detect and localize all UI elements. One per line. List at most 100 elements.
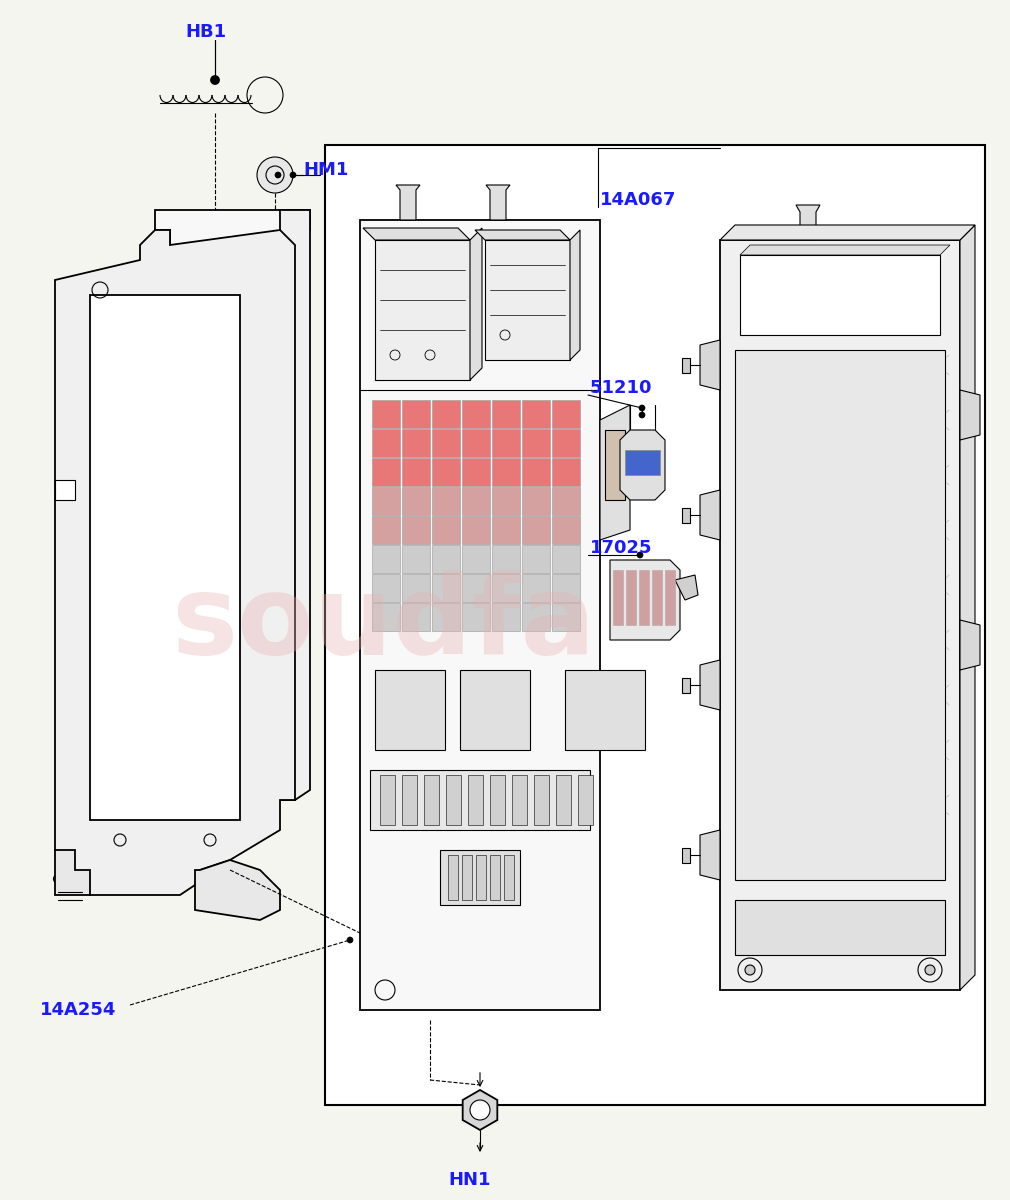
Polygon shape xyxy=(700,660,720,710)
Polygon shape xyxy=(280,210,310,800)
Bar xyxy=(639,570,649,625)
Bar xyxy=(552,574,580,602)
Bar xyxy=(492,602,520,631)
Bar xyxy=(492,458,520,486)
Bar xyxy=(462,854,472,900)
Polygon shape xyxy=(363,228,470,240)
Bar xyxy=(605,430,625,500)
Bar xyxy=(462,602,490,631)
Polygon shape xyxy=(195,860,280,920)
Bar xyxy=(552,428,580,457)
Bar xyxy=(432,545,460,572)
Bar xyxy=(565,670,645,750)
Bar xyxy=(460,670,530,750)
Bar xyxy=(735,350,945,880)
Polygon shape xyxy=(675,575,698,600)
Bar xyxy=(476,854,486,900)
Bar xyxy=(325,145,985,1105)
Polygon shape xyxy=(600,404,630,540)
Bar xyxy=(522,458,550,486)
Circle shape xyxy=(639,412,645,418)
Bar xyxy=(552,602,580,631)
Bar xyxy=(720,240,960,990)
Bar xyxy=(432,602,460,631)
Bar xyxy=(462,516,490,544)
Polygon shape xyxy=(485,240,570,360)
Polygon shape xyxy=(486,185,510,220)
Text: HB1: HB1 xyxy=(185,23,226,41)
Text: HM1: HM1 xyxy=(303,161,348,179)
Bar xyxy=(626,570,636,625)
Bar xyxy=(402,400,430,428)
Bar xyxy=(462,400,490,428)
Text: HN1: HN1 xyxy=(448,1171,491,1189)
Bar xyxy=(432,400,460,428)
Circle shape xyxy=(275,172,281,178)
Text: 14A067: 14A067 xyxy=(600,191,677,209)
Polygon shape xyxy=(55,850,90,895)
Bar xyxy=(522,545,550,572)
Bar xyxy=(372,545,400,572)
Polygon shape xyxy=(470,228,482,380)
Bar xyxy=(448,854,458,900)
Bar xyxy=(375,670,445,750)
Polygon shape xyxy=(570,230,580,360)
Bar xyxy=(424,775,439,826)
Bar xyxy=(372,400,400,428)
Bar xyxy=(552,487,580,515)
Bar xyxy=(522,516,550,544)
Bar xyxy=(402,574,430,602)
Bar xyxy=(552,458,580,486)
Bar xyxy=(552,516,580,544)
Bar xyxy=(552,400,580,428)
Bar xyxy=(402,428,430,457)
Polygon shape xyxy=(700,490,720,540)
Bar xyxy=(440,850,520,905)
Polygon shape xyxy=(463,1090,497,1130)
Bar xyxy=(462,545,490,572)
Bar xyxy=(652,570,662,625)
Bar xyxy=(446,775,461,826)
Bar xyxy=(522,428,550,457)
Circle shape xyxy=(745,965,755,974)
Bar xyxy=(402,545,430,572)
Polygon shape xyxy=(700,340,720,390)
Bar xyxy=(402,516,430,544)
Bar xyxy=(462,487,490,515)
Bar xyxy=(372,458,400,486)
Bar xyxy=(372,487,400,515)
Polygon shape xyxy=(960,390,980,440)
Text: soudfa: soudfa xyxy=(172,570,596,678)
Bar xyxy=(372,428,400,457)
Bar xyxy=(432,458,460,486)
Text: 17025: 17025 xyxy=(590,539,652,557)
Bar xyxy=(512,775,527,826)
Bar xyxy=(665,570,675,625)
Circle shape xyxy=(290,172,296,178)
Polygon shape xyxy=(740,245,950,254)
Text: 51210: 51210 xyxy=(590,379,652,397)
Bar xyxy=(552,545,580,572)
Circle shape xyxy=(347,937,354,943)
Polygon shape xyxy=(375,240,470,380)
Bar xyxy=(402,487,430,515)
Bar xyxy=(522,602,550,631)
Bar xyxy=(462,458,490,486)
Bar xyxy=(492,487,520,515)
Bar xyxy=(372,516,400,544)
Bar xyxy=(492,574,520,602)
Bar xyxy=(380,775,395,826)
Bar xyxy=(740,254,940,335)
Bar xyxy=(402,602,430,631)
Bar xyxy=(682,678,690,692)
Bar xyxy=(534,775,549,826)
Polygon shape xyxy=(55,230,295,895)
Bar xyxy=(432,574,460,602)
Polygon shape xyxy=(155,210,310,245)
Circle shape xyxy=(257,157,293,193)
Bar xyxy=(522,400,550,428)
Circle shape xyxy=(470,1100,490,1120)
Bar xyxy=(432,487,460,515)
Bar xyxy=(402,775,417,826)
Bar xyxy=(468,775,483,826)
